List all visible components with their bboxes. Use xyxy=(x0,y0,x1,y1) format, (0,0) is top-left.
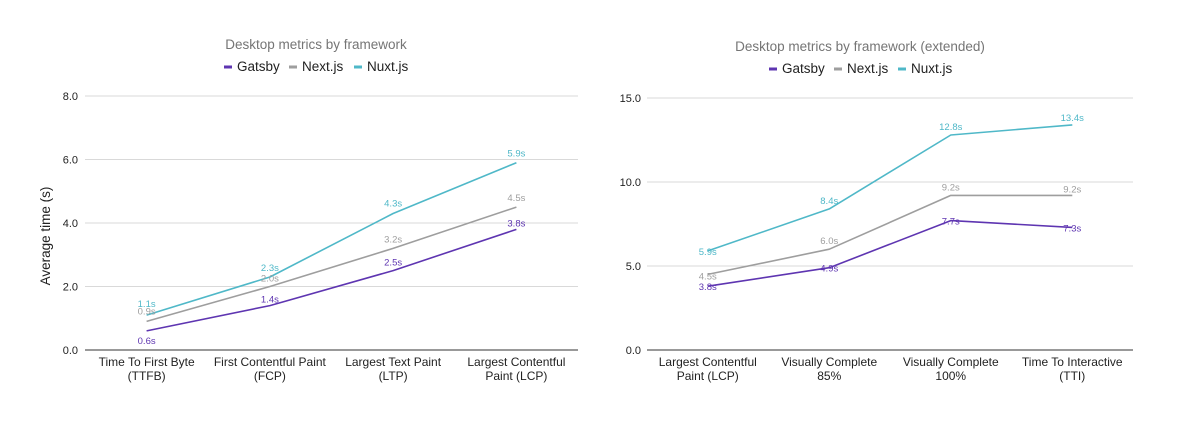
x-category-label-line: Visually Complete xyxy=(903,355,999,369)
data-label: 0.9s xyxy=(138,306,156,317)
x-category-label: Visually Complete 100% xyxy=(903,355,999,383)
data-label: 5.9s xyxy=(699,247,717,258)
data-label: 2.0s xyxy=(261,274,279,285)
legend-label: Gatsby xyxy=(237,59,280,74)
y-tick-label: 10.0 xyxy=(620,177,641,189)
x-category-label: Visually Complete 85% xyxy=(781,355,877,383)
y-tick-label: 4.0 xyxy=(63,218,78,230)
data-label: 7.3s xyxy=(1063,223,1081,234)
x-category-label-line: Paint (LCP) xyxy=(677,369,739,383)
legend-label: Nuxt.js xyxy=(367,59,409,74)
y-tick-label: 5.0 xyxy=(626,261,641,273)
data-label: 1.1s xyxy=(138,299,156,310)
data-label: 4.5s xyxy=(507,193,525,204)
y-tick-label: 2.0 xyxy=(63,282,78,294)
data-label: 12.8s xyxy=(939,122,962,133)
x-category-label: Largest Text Paint (LTP) xyxy=(345,355,442,383)
series-line-gatsby xyxy=(146,228,517,332)
y-tick-label: 15.0 xyxy=(620,93,641,105)
x-category-label: First Contentful Paint (FCP) xyxy=(214,355,327,383)
legend-label: Nuxt.js xyxy=(911,61,953,76)
x-category-label: Time To First Byte (TTFB) xyxy=(99,355,195,383)
y-tick-label: 8.0 xyxy=(63,91,78,103)
y-axis-label: Average time (s) xyxy=(38,187,53,286)
data-label: 8.4s xyxy=(820,196,838,207)
chart-title: Desktop metrics by framework (extended) xyxy=(735,39,985,54)
x-category-label-line: Paint (LCP) xyxy=(485,369,547,383)
x-category-label-line: Largest Contentful xyxy=(467,355,565,369)
x-category-label-line: (LTP) xyxy=(379,369,408,383)
series-line-nextjs xyxy=(146,206,517,323)
x-category-label: Time To Interactive (TTI) xyxy=(1022,355,1123,383)
x-category-label: Largest Contentful Paint (LCP) xyxy=(467,355,565,383)
series-line-nuxtjs xyxy=(707,124,1073,252)
x-category-label-line: First Contentful Paint xyxy=(214,355,327,369)
x-category-label-line: 85% xyxy=(817,369,841,383)
x-category-label-line: 100% xyxy=(935,369,966,383)
legend-label: Next.js xyxy=(847,61,889,76)
series-line-nuxtjs xyxy=(146,161,517,316)
x-category-label-line: Time To First Byte xyxy=(99,355,195,369)
y-tick-label: 6.0 xyxy=(63,155,78,167)
data-label: 0.6s xyxy=(138,336,156,347)
data-label: 2.5s xyxy=(384,258,402,269)
x-category-label-line: (TTI) xyxy=(1059,369,1085,383)
x-category-label-line: Visually Complete xyxy=(781,355,877,369)
series-line-gatsby xyxy=(707,219,1073,287)
data-label: 7.7s xyxy=(942,217,960,228)
data-label: 3.8s xyxy=(507,218,525,229)
data-label: 5.9s xyxy=(507,149,525,160)
x-category-label-line: Largest Contentful xyxy=(659,355,757,369)
x-category-label-line: (FCP) xyxy=(254,369,286,383)
data-label: 4.3s xyxy=(384,198,402,209)
chart-1: Desktop metrics by framework Gatsby Next.j… xyxy=(38,37,578,383)
data-label: 13.4s xyxy=(1061,113,1084,124)
data-label: 4.9s xyxy=(820,264,838,275)
series-line-nextjs xyxy=(707,194,1073,276)
chart-title: Desktop metrics by framework xyxy=(225,37,407,52)
data-label: 3.2s xyxy=(384,234,402,245)
legend-label: Gatsby xyxy=(782,61,825,76)
x-category-label: Largest Contentful Paint (LCP) xyxy=(659,355,757,383)
data-label: 4.5s xyxy=(699,271,717,282)
data-label: 9.2s xyxy=(942,182,960,193)
x-category-label-line: Time To Interactive xyxy=(1022,355,1123,369)
y-tick-label: 0.0 xyxy=(626,345,641,357)
legend-label: Next.js xyxy=(302,59,344,74)
y-tick-label: 0.0 xyxy=(63,345,78,357)
chart-2: Desktop metrics by framework (extended) G… xyxy=(620,39,1133,383)
data-label: 6.0s xyxy=(820,236,838,247)
x-category-label-line: Largest Text Paint xyxy=(345,355,442,369)
data-label: 9.2s xyxy=(1063,184,1081,195)
x-category-label-line: (TTFB) xyxy=(128,369,166,383)
data-label: 1.4s xyxy=(261,295,279,306)
data-label: 2.3s xyxy=(261,263,279,274)
data-label: 3.8s xyxy=(699,282,717,293)
